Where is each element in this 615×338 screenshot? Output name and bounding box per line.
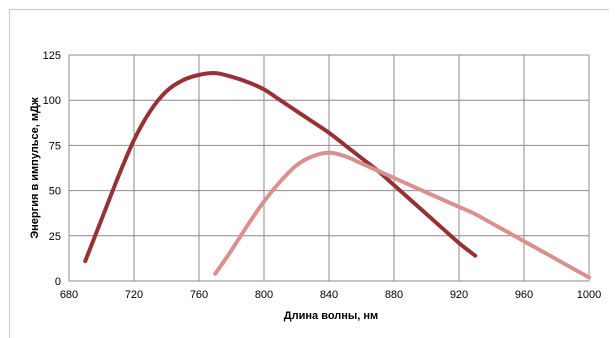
y-axis-title: Энергия в импульсе, мДж xyxy=(29,97,41,239)
chart-frame xyxy=(9,9,609,338)
grid-lines xyxy=(69,54,590,281)
series-group xyxy=(83,71,591,280)
x-tick-label: 960 xyxy=(515,289,533,301)
axes xyxy=(68,55,589,282)
x-tick-label: 920 xyxy=(450,289,468,301)
y-tick-label: 100 xyxy=(43,95,61,107)
y-tick-labels: 0 25 50 75 100 125 xyxy=(43,50,61,288)
series-line-2 xyxy=(213,150,591,280)
y-tick-label: 75 xyxy=(49,140,61,152)
x-tick-labels: 680 720 760 800 840 880 920 960 1000 xyxy=(60,289,601,301)
y-tick-label: 50 xyxy=(49,186,61,198)
y-tick-label: 0 xyxy=(55,276,61,288)
x-axis-title: Длина волны, нм xyxy=(284,310,378,322)
x-tick-label: 880 xyxy=(385,289,403,301)
series-line-1 xyxy=(83,71,478,264)
x-tick-label: 800 xyxy=(255,289,273,301)
x-tick-label: 760 xyxy=(190,289,208,301)
x-tick-label: 680 xyxy=(60,289,78,301)
x-tick-label: 1000 xyxy=(577,289,601,301)
y-tick-label: 125 xyxy=(43,50,61,62)
y-tick-label: 25 xyxy=(49,231,61,243)
x-tick-label: 840 xyxy=(320,289,338,301)
x-tick-label: 720 xyxy=(125,289,143,301)
